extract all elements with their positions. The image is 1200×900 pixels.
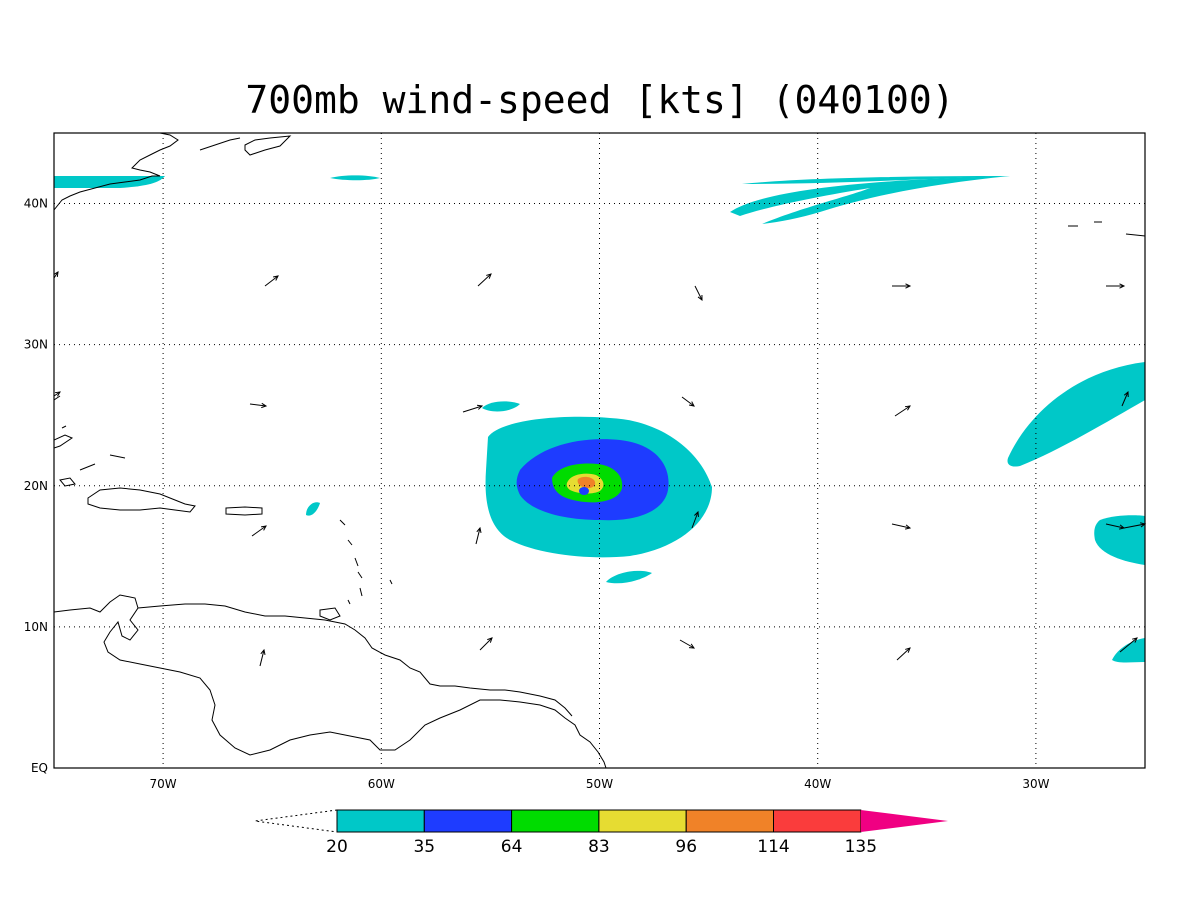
colorbar: 20 35 64 83 96 114 135 <box>254 809 948 857</box>
patch-east-low <box>1112 638 1145 663</box>
colorbar-level-label: 35 <box>413 837 435 857</box>
wind-vector <box>896 647 911 661</box>
patch-caribbean-small <box>306 502 320 516</box>
colorbar-cell <box>511 809 600 833</box>
colorbar-low-triangle <box>254 809 338 833</box>
wind-vector <box>251 525 267 537</box>
wind-vector <box>53 391 61 397</box>
lon-tick-label: 60W <box>368 777 395 791</box>
lat-tick-label: 30N <box>24 338 48 352</box>
coast-jamaica <box>59 477 76 487</box>
coast-bahamas <box>54 395 126 471</box>
colorbar-level-label: 96 <box>675 837 697 857</box>
colorbar-level-label: 114 <box>757 837 789 857</box>
wind-vectors <box>53 271 1147 667</box>
colorbar-level-label: 64 <box>501 837 523 857</box>
plot-frame <box>53 132 1146 769</box>
wind-vector <box>462 404 484 413</box>
colorbar-level-label: 83 <box>588 837 610 857</box>
wind-vector <box>679 639 695 649</box>
wind-vector <box>259 648 266 667</box>
wind-speed-shading <box>54 175 1145 663</box>
patch-us-coast <box>54 176 165 188</box>
colorbar-cell <box>773 809 862 833</box>
patch-storm-north <box>482 401 520 412</box>
lat-lon-grid <box>54 133 1145 768</box>
patch-east-band <box>1007 362 1145 467</box>
coast-azores <box>1068 221 1145 237</box>
coast-cuba <box>54 434 74 449</box>
wind-vector <box>475 526 482 545</box>
lat-tick-label: 10N <box>24 620 48 634</box>
coast-guyana <box>504 689 573 717</box>
lat-tick-label: EQ <box>31 761 48 775</box>
colorbar-cell <box>598 809 687 833</box>
colorbar-cell <box>336 809 425 833</box>
lat-tick-label: 40N <box>24 197 48 211</box>
coast-antilles <box>339 519 393 605</box>
patch-north-small <box>330 175 380 181</box>
wind-vector <box>1106 283 1126 289</box>
wind-vector <box>691 510 699 529</box>
coast-maine <box>244 135 292 156</box>
coast-south-america <box>54 594 607 768</box>
wind-vector <box>681 396 695 407</box>
wind-vector <box>53 271 59 279</box>
wind-vector <box>1121 390 1129 407</box>
colorbar-level-label: 135 <box>845 837 877 857</box>
coast-venezuela-north <box>137 603 505 691</box>
wind-vector <box>479 637 493 651</box>
wind-vector <box>892 283 912 289</box>
coast-puerto-rico <box>225 506 263 516</box>
lon-tick-label: 30W <box>1022 777 1049 791</box>
patch-northeast-jet <box>730 176 1010 224</box>
wind-vector <box>1119 637 1138 653</box>
wind-vector <box>264 275 279 287</box>
latitude-tick-labels: 40N 30N 20N 10N EQ <box>24 197 48 775</box>
plot-title: 700mb wind-speed [kts] (040100) <box>245 78 955 122</box>
colorbar-cell <box>685 809 775 833</box>
coast-nova-scotia <box>199 137 241 151</box>
colorbar-level-label: 20 <box>326 837 348 857</box>
lon-tick-label: 70W <box>150 777 177 791</box>
wind-vector <box>477 273 492 287</box>
coast-trinidad <box>319 607 341 621</box>
lon-tick-label: 40W <box>804 777 831 791</box>
coast-hispaniola <box>87 487 196 513</box>
patch-east-mid <box>1094 515 1145 565</box>
wind-vector <box>891 523 912 530</box>
wind-vector <box>249 402 268 409</box>
wind-vector <box>894 405 911 417</box>
longitude-tick-labels: 70W 60W 50W 40W 30W <box>150 777 1050 791</box>
patch-storm-south <box>606 570 652 584</box>
colorbar-cell <box>423 809 513 833</box>
storm-inner-blue <box>579 487 589 495</box>
coast-north-america <box>54 133 179 211</box>
storm-contour-96kt <box>577 476 596 488</box>
patch-northeast-jet-upper <box>742 176 1010 184</box>
lon-tick-label: 50W <box>586 777 613 791</box>
coastlines <box>54 133 1145 768</box>
wind-vector <box>694 285 703 302</box>
lat-tick-label: 20N <box>24 479 48 493</box>
colorbar-high-triangle <box>860 810 948 832</box>
